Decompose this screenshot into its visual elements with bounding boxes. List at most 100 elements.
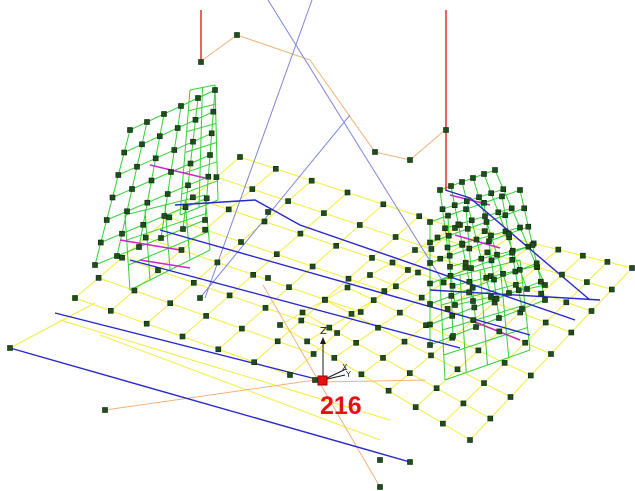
model-node[interactable] [171,147,178,153]
model-node[interactable] [418,294,425,301]
model-node[interactable] [486,238,492,244]
model-node[interactable] [455,221,462,228]
model-node[interactable] [208,130,215,137]
model-node[interactable] [119,230,125,237]
model-node[interactable] [527,372,534,379]
model-node[interactable] [440,420,446,427]
model-node[interactable] [524,286,530,292]
model-node[interactable] [195,95,201,101]
model-node[interactable] [299,309,306,316]
model-node[interactable] [237,154,243,160]
model-node[interactable] [95,275,102,281]
model-node[interactable] [513,282,519,288]
model-node[interactable] [198,59,204,65]
model-node[interactable] [509,256,516,263]
model-node[interactable] [108,307,114,314]
model-node[interactable] [155,267,161,274]
model-node[interactable] [225,206,232,213]
model-node[interactable] [369,255,375,261]
model-node[interactable] [392,234,399,240]
model-node[interactable] [459,179,465,185]
model-node[interactable] [522,339,528,346]
model-node[interactable] [405,267,411,273]
model-node[interactable] [412,247,418,253]
model-node[interactable] [509,249,515,256]
model-node[interactable] [427,301,433,307]
model-node[interactable] [454,366,461,373]
model-node[interactable] [468,217,475,224]
model-node[interactable] [629,265,635,271]
model-node[interactable] [434,234,441,241]
model-node[interactable] [542,297,548,303]
model-node[interactable] [428,246,435,252]
model-node[interactable] [353,339,359,346]
model-node[interactable] [287,372,293,378]
model-node[interactable] [102,407,108,413]
model-node[interactable] [202,226,208,233]
model-node[interactable] [214,259,221,266]
model-node[interactable] [433,385,440,392]
model-node[interactable] [512,268,519,275]
model-node[interactable] [481,228,488,234]
model-node[interactable] [131,287,138,294]
model-node[interactable] [334,330,340,336]
model-node[interactable] [483,219,490,225]
model-node[interactable] [407,459,413,465]
model-node[interactable] [428,352,434,359]
model-node[interactable] [446,252,453,259]
model-node[interactable] [548,351,554,357]
model-node[interactable] [333,243,340,249]
model-node[interactable] [202,217,208,223]
model-node[interactable] [442,225,448,232]
model-node[interactable] [412,404,419,410]
model-node[interactable] [212,87,218,93]
model-node[interactable] [440,279,447,286]
model-node[interactable] [588,308,595,314]
model-node[interactable] [542,319,549,326]
model-node[interactable] [265,275,271,281]
model-node[interactable] [495,209,502,216]
model-node[interactable] [121,149,127,156]
model-node[interactable] [439,206,446,212]
model-node[interactable] [250,271,256,278]
model-node[interactable] [521,205,528,212]
model-node[interactable] [134,163,140,170]
model-node[interactable] [470,298,476,304]
model-node[interactable] [483,274,490,281]
model-node[interactable] [407,157,413,163]
model-node[interactable] [190,194,196,201]
model-node[interactable] [604,259,611,265]
model-node[interactable] [473,236,480,243]
model-node[interactable] [469,284,476,291]
model-node[interactable] [482,213,488,220]
model-node[interactable] [139,141,145,148]
model-node[interactable] [358,371,365,378]
model-node[interactable] [210,108,217,115]
model-node[interactable] [345,275,352,282]
model-node[interactable] [537,278,544,285]
model-node[interactable] [109,194,116,201]
model-node[interactable] [322,297,328,303]
model-node[interactable] [140,222,146,228]
model-node[interactable] [192,117,199,123]
model-node[interactable] [462,264,469,271]
model-node[interactable] [158,235,164,241]
model-node[interactable] [168,169,174,175]
model-node[interactable] [499,193,505,200]
model-node[interactable] [331,355,338,361]
model-node[interactable] [321,210,327,216]
model-node[interactable] [471,304,478,311]
model-node[interactable] [213,174,220,180]
model-node[interactable] [506,290,512,296]
model-node[interactable] [449,313,456,319]
model-node[interactable] [380,201,387,208]
model-node[interactable] [406,370,413,376]
model-node[interactable] [488,232,494,239]
model-node[interactable] [468,265,474,271]
model-node[interactable] [393,283,399,290]
model-node[interactable] [115,172,122,178]
model-node[interactable] [178,103,184,109]
model-node[interactable] [533,260,540,267]
model-node[interactable] [448,293,455,299]
model-node[interactable] [344,189,351,196]
